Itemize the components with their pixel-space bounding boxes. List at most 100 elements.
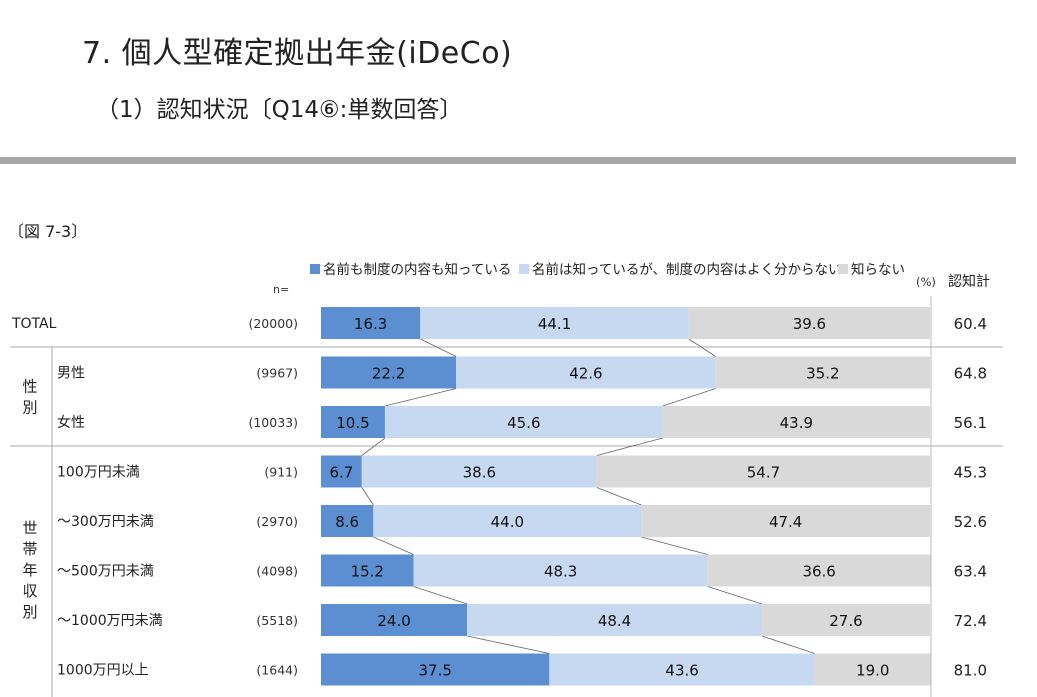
row-n: (9967)	[256, 366, 298, 381]
row-total: 72.4	[954, 612, 987, 630]
row-label: ～500万円未満	[57, 564, 154, 580]
legend-swatch-2	[519, 264, 529, 274]
bar-value-label: 10.5	[336, 414, 369, 432]
bar-segment	[321, 356, 457, 389]
bar-value-label: 54.7	[747, 464, 780, 482]
figure-label: 〔図 7-3〕	[8, 222, 88, 241]
row-label: 男性	[57, 366, 85, 382]
row-n: (10033)	[248, 415, 298, 430]
row-label: ～300万円未満	[57, 514, 154, 530]
bar-value-label: 39.6	[793, 315, 826, 333]
connector-line	[662, 388, 716, 407]
bar-segment	[641, 505, 930, 537]
row-total: 63.4	[954, 563, 987, 581]
connector-line	[384, 388, 457, 407]
connector-line	[420, 338, 457, 357]
bar-value-label: 37.5	[418, 662, 451, 680]
row-total: 56.1	[954, 414, 987, 432]
bar-segment	[707, 554, 931, 587]
row-n: (4098)	[256, 564, 298, 579]
row-label: 100万円未満	[57, 465, 140, 481]
bar-segment	[361, 455, 597, 488]
bar-segment	[321, 307, 421, 339]
header-divider	[0, 157, 1016, 164]
connector-line	[596, 437, 663, 456]
bar-value-label: 35.2	[806, 365, 839, 383]
bar-segment	[321, 653, 550, 686]
row-label: 女性	[57, 414, 85, 431]
legend-label-2: 名前は知っているが、制度の内容はよく分からない	[532, 261, 842, 278]
row-label: TOTAL	[11, 316, 57, 332]
bar-segment	[420, 307, 689, 339]
bar-segment	[321, 505, 374, 537]
group-label-char: 世	[22, 519, 37, 537]
bar-segment	[321, 554, 414, 587]
connector-line	[641, 536, 708, 555]
bar-segment	[321, 604, 468, 636]
bar-value-label: 24.0	[377, 612, 410, 630]
connector-line	[413, 586, 468, 605]
bar-value-label: 44.1	[538, 315, 571, 333]
row-label: ～1000万円未満	[57, 613, 163, 629]
bar-segment	[814, 653, 931, 686]
row-n: (20000)	[248, 316, 298, 331]
row-total: 81.0	[954, 662, 987, 680]
unit-label: (%)	[916, 275, 936, 289]
bar-segment	[321, 455, 362, 488]
connector-line	[761, 635, 816, 654]
legend-swatch-1	[310, 264, 320, 274]
bar-value-label: 48.3	[544, 563, 577, 581]
row-n: (5518)	[256, 613, 298, 628]
bar-value-label: 22.2	[372, 365, 405, 383]
row-n: (2970)	[256, 514, 298, 529]
bar-segment	[549, 653, 815, 686]
connector-line	[361, 437, 386, 456]
bar-value-label: 27.6	[829, 612, 862, 630]
bar-segment	[456, 356, 716, 389]
bar-value-label: 36.6	[802, 563, 835, 581]
connector-line	[373, 536, 414, 555]
bar-segment	[662, 406, 930, 438]
bar-segment	[413, 554, 708, 587]
n-column-header: n=	[273, 283, 289, 296]
bar-value-label: 19.0	[856, 662, 889, 680]
group-label-char: 性	[22, 378, 37, 396]
bar-value-label: 16.3	[354, 315, 387, 333]
page-subtitle: （1）認知状況〔Q14⑥:単数回答〕	[96, 97, 463, 123]
bar-segment	[688, 307, 930, 339]
bar-segment	[321, 406, 385, 438]
row-total: 45.3	[954, 464, 987, 482]
row-label: 1000万円以上	[57, 663, 149, 679]
connector-line	[596, 487, 642, 506]
bar-value-label: 43.9	[780, 414, 813, 432]
group-label-char: 収	[22, 582, 37, 600]
bar-segment	[715, 356, 930, 389]
bar-segment	[596, 455, 930, 488]
group-label-char: 別	[22, 399, 37, 417]
row-total: 60.4	[954, 315, 987, 333]
row-n: (911)	[264, 465, 298, 480]
bar-segment	[373, 505, 642, 537]
connector-line	[688, 338, 716, 357]
bar-value-label: 8.6	[335, 513, 359, 531]
connector-line	[361, 487, 374, 506]
bar-value-label: 48.4	[598, 612, 631, 630]
legend-label-3: 知らない	[851, 261, 905, 278]
bar-value-label: 44.0	[491, 513, 524, 531]
total-column-header: 認知計	[948, 273, 990, 290]
bar-segment	[467, 604, 762, 636]
bar-segment	[761, 604, 930, 636]
bar-value-label: 47.4	[769, 513, 802, 531]
row-n: (1644)	[256, 663, 298, 678]
bar-value-label: 15.2	[351, 563, 384, 581]
bar-value-label: 42.6	[569, 365, 602, 383]
connector-line	[467, 635, 550, 654]
bar-value-label: 38.6	[463, 464, 496, 482]
legend-swatch-3	[838, 264, 848, 274]
row-total: 52.6	[954, 513, 987, 531]
group-label-char: 年	[22, 561, 37, 579]
group-label-char: 別	[22, 603, 37, 621]
bar-value-label: 6.7	[329, 464, 353, 482]
group-label-char: 帯	[22, 540, 37, 558]
